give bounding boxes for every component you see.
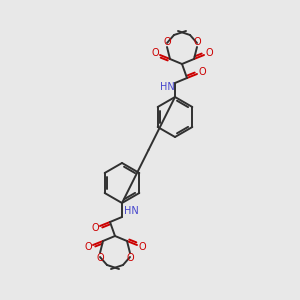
- Text: O: O: [138, 242, 146, 252]
- Text: O: O: [163, 37, 171, 47]
- Text: HN: HN: [124, 206, 138, 216]
- Text: O: O: [198, 67, 206, 77]
- Text: O: O: [84, 242, 92, 252]
- Text: O: O: [193, 37, 201, 47]
- Text: O: O: [151, 48, 159, 58]
- Text: HN: HN: [160, 82, 174, 92]
- Text: O: O: [96, 253, 104, 263]
- Text: O: O: [205, 48, 213, 58]
- Text: O: O: [126, 253, 134, 263]
- Text: O: O: [91, 223, 99, 233]
